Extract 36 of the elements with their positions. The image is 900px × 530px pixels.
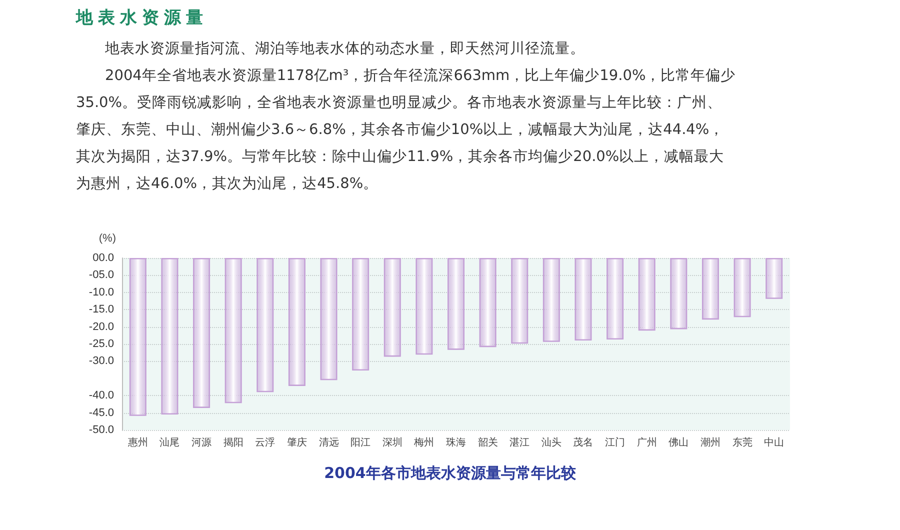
x-tick-label: 汕头 xyxy=(541,436,562,448)
x-tick-label: 惠州 xyxy=(126,436,148,448)
y-tick-label: -05.0 xyxy=(88,269,114,282)
y-tick-label: -40.0 xyxy=(88,390,114,402)
y-tick-label: -25.0 xyxy=(88,338,114,350)
x-tick-label: 河源 xyxy=(192,436,212,448)
x-tick-label: 茂名 xyxy=(573,436,594,448)
x-tick-label: 珠海 xyxy=(446,436,466,448)
x-tick-label: 东莞 xyxy=(732,436,752,448)
x-tick-label: 韶关 xyxy=(478,436,498,448)
y-tick-label: -20.0 xyxy=(88,320,114,333)
x-tick-label: 潮州 xyxy=(700,436,720,448)
x-tick-label: 梅州 xyxy=(413,436,434,448)
text: 地表水资源量 xyxy=(76,7,208,29)
x-tick-label: 揭阳 xyxy=(223,436,244,448)
x-tick-label: 中山 xyxy=(764,436,784,448)
y-tick-label: -10.0 xyxy=(88,286,114,298)
x-tick-label: 江门 xyxy=(605,436,626,448)
y-tick-label: 00.0 xyxy=(92,252,114,264)
x-tick-label: 汕尾 xyxy=(160,436,180,448)
x-tick-label: 湛江 xyxy=(510,436,530,448)
y-tick-label: -45.0 xyxy=(88,406,114,419)
x-tick-label: 深圳 xyxy=(382,436,402,448)
y-tick-label: -50.0 xyxy=(88,424,114,436)
text: 2004年各市地表水资源量与常年比较 xyxy=(323,464,577,483)
x-tick-label: 广州 xyxy=(636,436,657,448)
y-tick-label: -15.0 xyxy=(88,304,114,316)
text: 地表水资源量指河流、湖泊等地表水体的动态水量，即天然河川径流量。 xyxy=(104,40,586,59)
y-axis-title: (%) xyxy=(98,232,116,244)
x-tick-label: 肇庆 xyxy=(286,436,307,448)
text: 2004年全省地表水资源量1178亿m³，折合年径流深663mm，比上年偏少19.0%，比常年偏少35.0%。受降雨锐减影响，全省地表水资源量也明显减少。各市地表水资源量与上年比较：广州、肇庆、东莞、中山、潮州偏少3.6～6.8%，其余各市偏少10%以上，减幅最大为汕尾，达44.4%，其次为揭阳，达37.9%。与常年比较：除中山偏少11.9%，其余各市均偏少20.0%以上，减幅最大为惠州，达46.0%，其次为汕尾，达45.8%。 xyxy=(76,66,736,194)
x-tick-label: 云浮 xyxy=(255,436,276,448)
x-tick-label: 阳江 xyxy=(350,436,371,448)
x-tick-label: 清远 xyxy=(318,436,339,448)
x-tick-label: 佛山 xyxy=(668,436,689,448)
y-tick-label: -30.0 xyxy=(88,355,114,368)
